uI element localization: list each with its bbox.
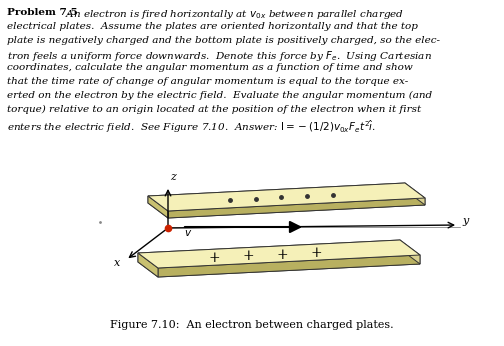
Text: torque) relative to an origin located at the position of the electron when it fi: torque) relative to an origin located at…	[7, 104, 421, 114]
Polygon shape	[138, 249, 420, 277]
Polygon shape	[158, 255, 420, 277]
Text: x: x	[114, 258, 120, 268]
Text: +: +	[311, 246, 323, 260]
Text: $v$: $v$	[184, 228, 192, 238]
Text: +: +	[243, 249, 255, 263]
Polygon shape	[148, 196, 168, 218]
Text: tron feels a uniform force downwards.  Denote this force by $F_e$.  Using Cartes: tron feels a uniform force downwards. De…	[7, 49, 432, 63]
Polygon shape	[148, 190, 425, 218]
Text: An electron is fired horizontally at $v_{0x}$ between parallel charged: An electron is fired horizontally at $v_…	[59, 8, 404, 21]
Polygon shape	[138, 240, 400, 262]
Polygon shape	[148, 183, 425, 211]
Polygon shape	[148, 183, 405, 203]
Polygon shape	[405, 183, 425, 205]
Text: erted on the electron by the electric field.  Evaluate the angular momentum (and: erted on the electron by the electric fi…	[7, 91, 432, 100]
Text: z: z	[170, 172, 176, 182]
Text: plate is negatively charged and the bottom plate is positively charged, so the e: plate is negatively charged and the bott…	[7, 36, 440, 45]
Text: Figure 7.10:  An electron between charged plates.: Figure 7.10: An electron between charged…	[110, 320, 394, 330]
Polygon shape	[138, 240, 420, 268]
Text: electrical plates.  Assume the plates are oriented horizontally and that the top: electrical plates. Assume the plates are…	[7, 22, 418, 31]
Polygon shape	[138, 253, 158, 277]
Text: +: +	[209, 251, 220, 265]
Text: coordinates, calculate the angular momentum as a function of time and show: coordinates, calculate the angular momen…	[7, 63, 413, 72]
Polygon shape	[400, 240, 420, 264]
Text: +: +	[277, 248, 288, 262]
Text: Problem 7.5: Problem 7.5	[7, 8, 78, 17]
Polygon shape	[168, 198, 425, 218]
Text: y: y	[462, 216, 468, 226]
Text: that the time rate of change of angular momentum is equal to the torque ex-: that the time rate of change of angular …	[7, 77, 408, 86]
Text: enters the electric field.  See Figure 7.10.  Answer: $\mathrm{l} = -(1/2)v_{0x}: enters the electric field. See Figure 7.…	[7, 118, 376, 135]
